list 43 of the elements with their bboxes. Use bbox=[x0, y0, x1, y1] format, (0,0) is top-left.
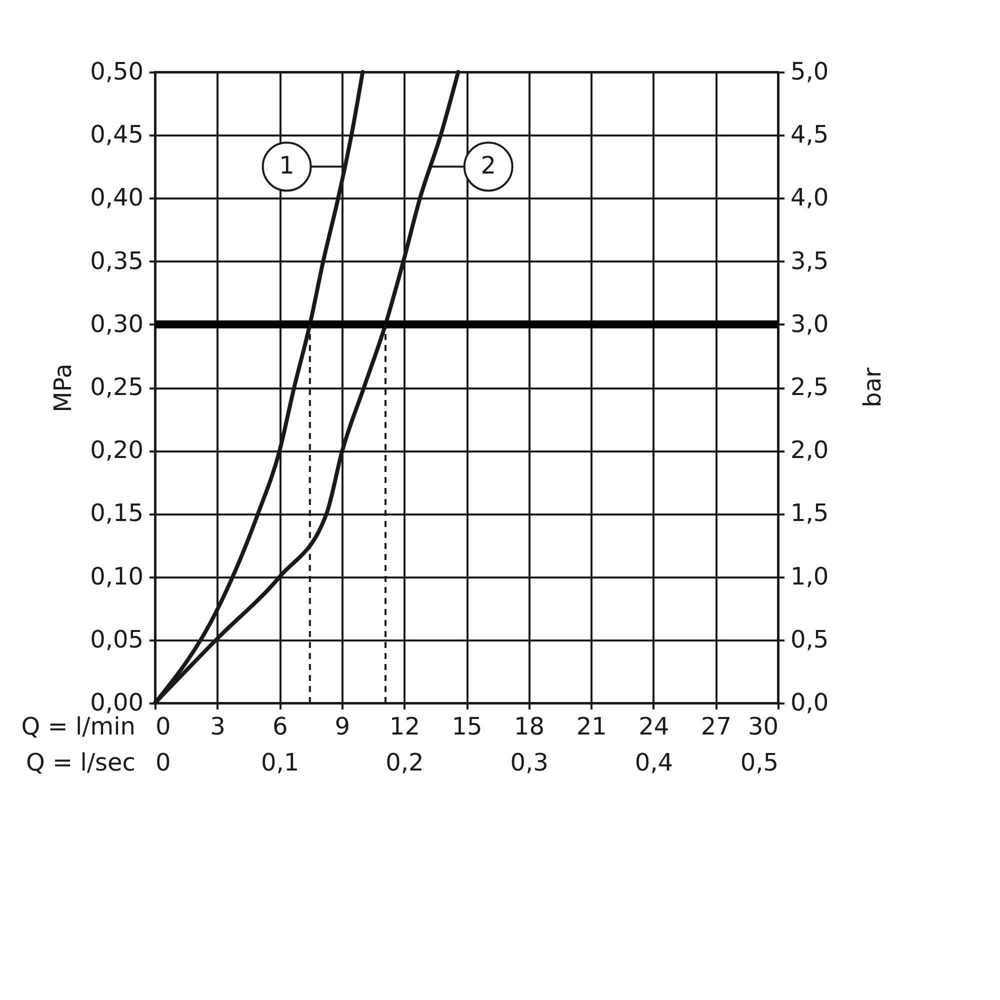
x2-tick-label: 0,3 bbox=[510, 748, 548, 776]
y2-tick-label: 2,0 bbox=[790, 436, 829, 464]
x-tick-label: 3 bbox=[210, 712, 226, 740]
y-tick-label: 0,30 bbox=[90, 310, 144, 338]
y-tick-label: 0,05 bbox=[90, 625, 144, 654]
y2-tick-label: 1,5 bbox=[790, 499, 829, 528]
y2-tick-label: 5,0 bbox=[790, 58, 829, 86]
y-tick-label: 0,45 bbox=[90, 120, 144, 149]
x2-tick-label: 0,4 bbox=[634, 748, 673, 776]
x2-tick-label: 0 bbox=[156, 748, 171, 776]
y-tick-label: 0,15 bbox=[90, 499, 144, 528]
legend-label: 2 bbox=[480, 152, 496, 180]
series-label: 1 bbox=[279, 152, 294, 180]
y-tick-label: 0,25 bbox=[90, 373, 144, 401]
y2-tick-label: 0,5 bbox=[790, 625, 829, 654]
x-tick-label: 18 bbox=[514, 712, 545, 740]
y2-tick-label: 1,0 bbox=[790, 562, 829, 590]
x2-tick-label: 0,5 bbox=[740, 748, 778, 776]
x-tick-label: 12 bbox=[389, 712, 420, 740]
y-tick-label: 0,50 bbox=[90, 58, 144, 86]
x2-tick-label: 0,2 bbox=[386, 748, 424, 776]
x-tick-label: 27 bbox=[700, 712, 732, 740]
y-tick-label: 0,35 bbox=[90, 246, 144, 275]
y2-axis-title: bar bbox=[858, 367, 886, 408]
y2-tick-label: 4,0 bbox=[790, 184, 829, 212]
x-tick-label: 30 bbox=[748, 712, 778, 740]
x-tick-label: 24 bbox=[638, 712, 670, 740]
x-tick-label: 9 bbox=[334, 712, 350, 740]
y2-tick-label: 3,0 bbox=[790, 310, 829, 338]
x-tick-label: 0 bbox=[156, 712, 171, 740]
x-tick-label: 21 bbox=[576, 712, 607, 740]
y2-tick-label: 2,5 bbox=[790, 373, 829, 401]
x2-tick-label: 0,1 bbox=[261, 748, 300, 776]
y2-tick-label: 0,0 bbox=[790, 688, 829, 716]
x-tick-label: 6 bbox=[272, 712, 288, 740]
y-tick-label: 0,20 bbox=[90, 436, 144, 464]
y-axis-title: MPa bbox=[49, 364, 78, 412]
x2-axis-title: Q = l/sec bbox=[26, 748, 136, 776]
y-tick-label: 0,40 bbox=[90, 184, 144, 212]
y2-tick-label: 3,5 bbox=[790, 246, 829, 275]
x-tick-label: 15 bbox=[452, 712, 482, 740]
y-tick-label: 0,10 bbox=[90, 562, 144, 590]
y2-tick-label: 4,5 bbox=[790, 120, 829, 149]
